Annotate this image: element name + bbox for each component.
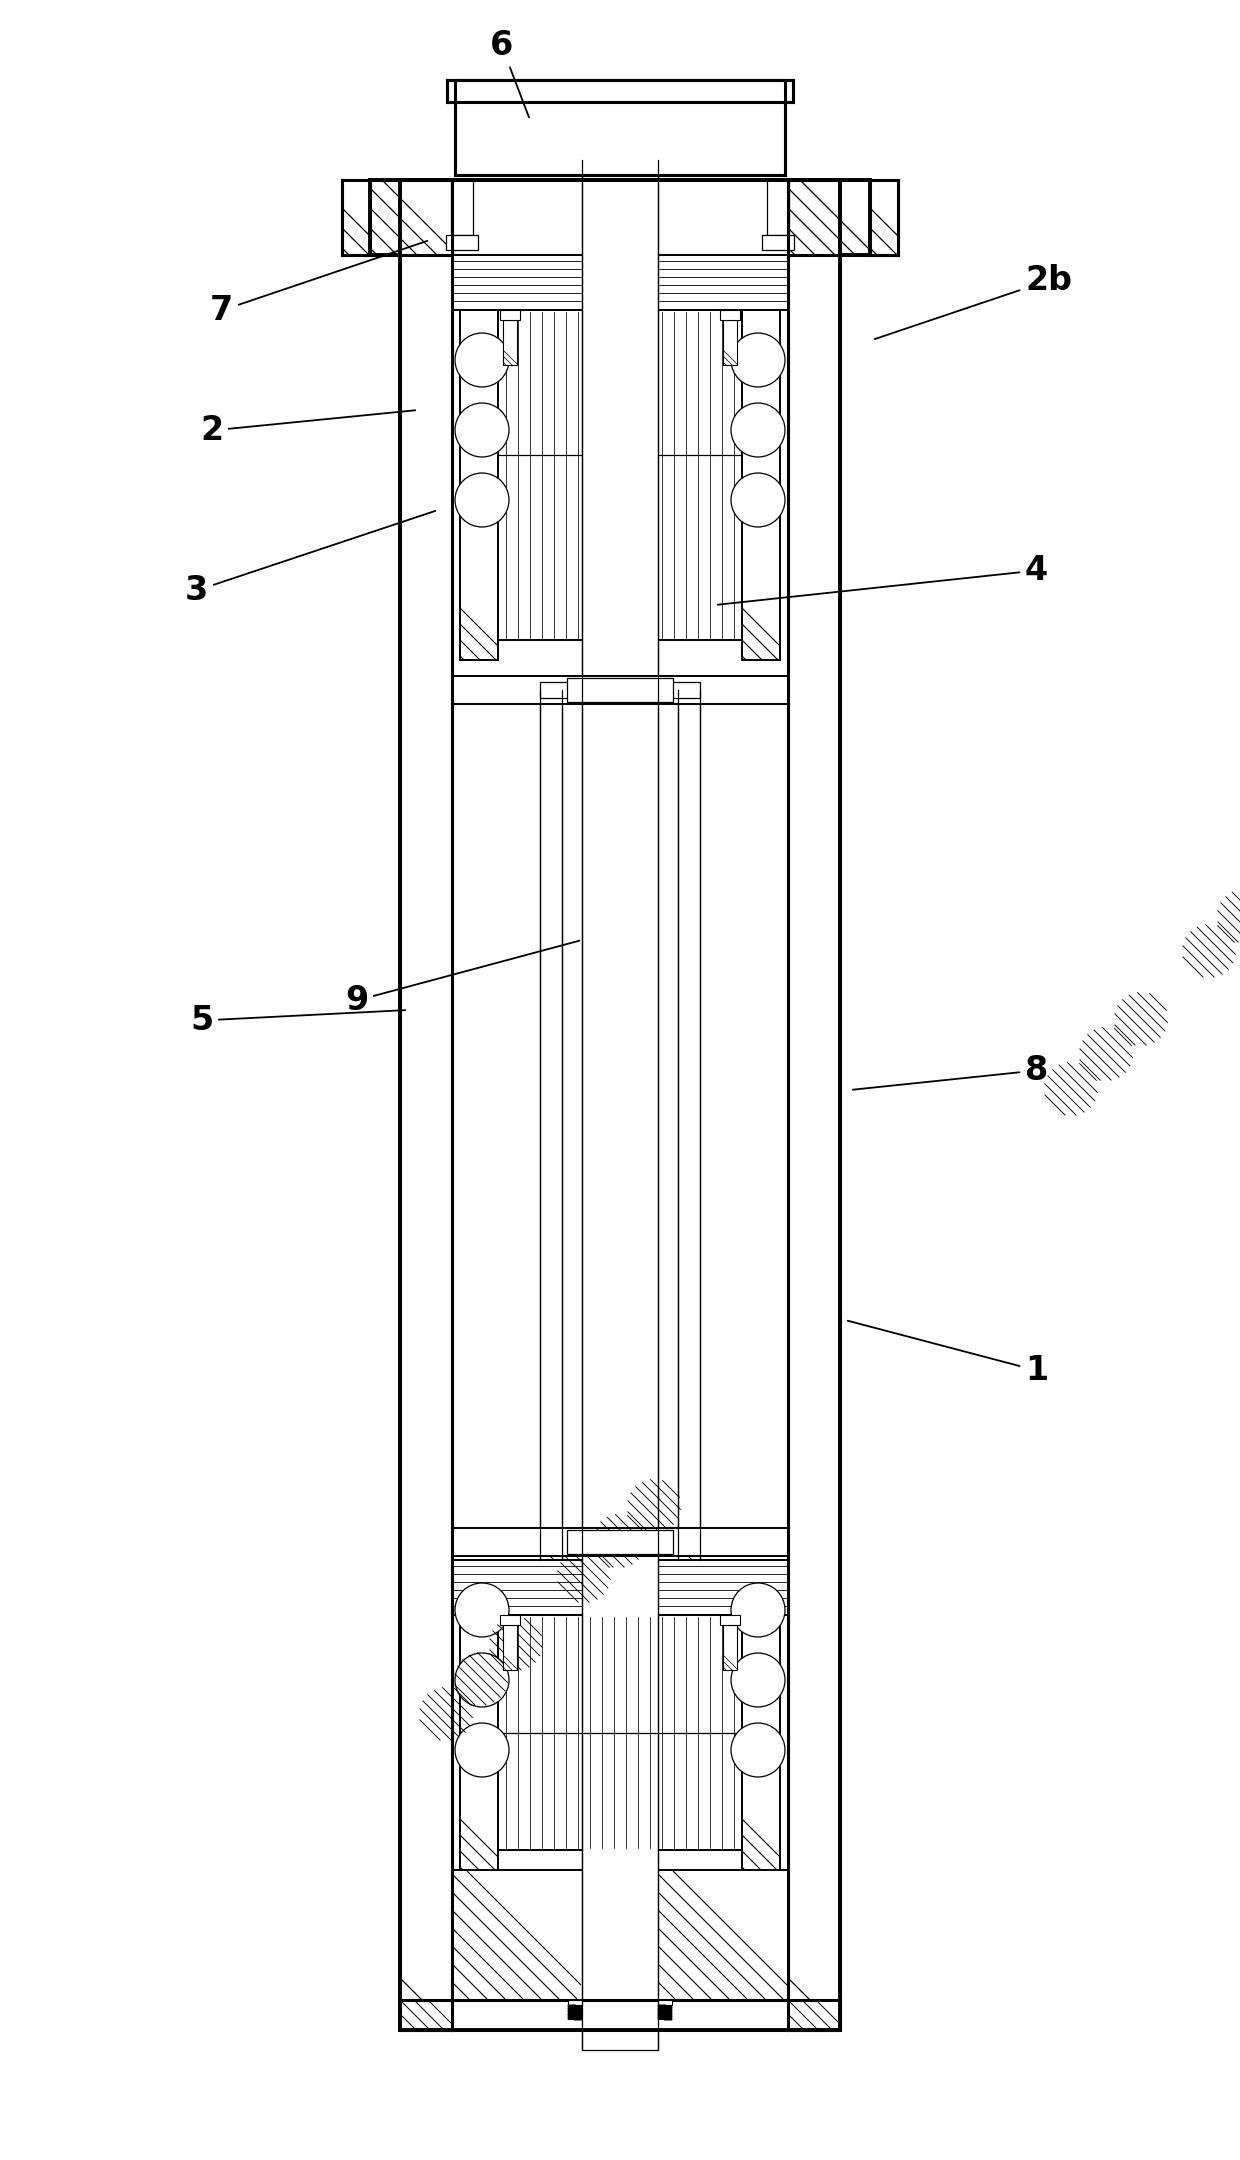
Bar xyxy=(787,179,870,255)
Bar xyxy=(500,311,520,320)
Bar xyxy=(401,179,453,2030)
Bar xyxy=(498,1616,742,1849)
Bar xyxy=(500,1616,520,1624)
Bar xyxy=(658,2000,672,2004)
Bar xyxy=(460,1616,498,1871)
Circle shape xyxy=(455,404,508,458)
Text: 6: 6 xyxy=(490,28,529,117)
Circle shape xyxy=(732,1583,785,1637)
Bar xyxy=(498,311,742,639)
Text: 7: 7 xyxy=(210,242,428,326)
Bar xyxy=(723,320,737,365)
Text: 8: 8 xyxy=(853,1054,1048,1089)
Circle shape xyxy=(455,1583,508,1637)
Bar xyxy=(401,179,839,2030)
Circle shape xyxy=(455,473,508,527)
Bar xyxy=(455,80,785,175)
Bar xyxy=(742,1616,780,1871)
Bar xyxy=(539,683,701,698)
Circle shape xyxy=(732,1652,785,1706)
Bar xyxy=(453,1560,787,1616)
Bar xyxy=(401,2000,839,2030)
Bar xyxy=(503,1624,517,1670)
Text: 2b: 2b xyxy=(874,264,1073,339)
Bar xyxy=(370,179,453,255)
Bar xyxy=(446,235,477,251)
Circle shape xyxy=(455,1652,508,1706)
Bar xyxy=(539,689,562,1560)
Bar xyxy=(567,678,673,702)
Bar xyxy=(678,689,701,1560)
Bar xyxy=(342,179,370,255)
Bar xyxy=(446,80,794,102)
Bar xyxy=(582,160,658,2050)
Text: 3: 3 xyxy=(185,512,435,607)
Bar xyxy=(460,311,498,661)
Bar xyxy=(453,676,787,704)
Bar xyxy=(742,311,780,661)
Text: 1: 1 xyxy=(848,1320,1048,1387)
Bar xyxy=(503,320,517,365)
Text: 2: 2 xyxy=(200,410,415,447)
Bar xyxy=(451,179,472,235)
Circle shape xyxy=(732,473,785,527)
Text: 4: 4 xyxy=(718,553,1048,605)
Bar xyxy=(787,179,839,2030)
Bar xyxy=(453,1527,787,1555)
Circle shape xyxy=(732,404,785,458)
Bar xyxy=(870,179,898,255)
Circle shape xyxy=(732,1724,785,1778)
Circle shape xyxy=(455,333,508,387)
Bar xyxy=(723,1624,737,1670)
Circle shape xyxy=(455,1724,508,1778)
Bar xyxy=(720,1616,740,1624)
Bar xyxy=(768,179,789,235)
Bar xyxy=(720,311,740,320)
Text: 9: 9 xyxy=(345,942,579,1017)
Circle shape xyxy=(732,333,785,387)
Text: 5: 5 xyxy=(190,1004,405,1037)
Bar xyxy=(567,1529,673,1553)
Bar xyxy=(453,255,787,311)
Bar xyxy=(763,235,794,251)
Bar xyxy=(568,2000,582,2004)
Bar xyxy=(453,1871,787,2000)
